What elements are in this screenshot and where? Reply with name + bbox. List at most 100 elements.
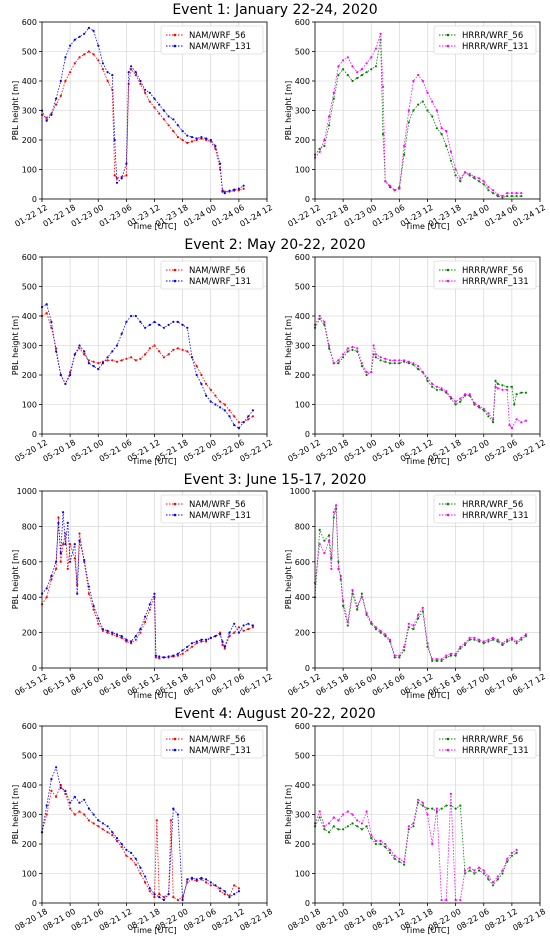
data-point [167,323,170,326]
data-point [223,647,226,650]
data-point [113,174,116,177]
legend-marker [173,33,177,37]
data-point [393,189,396,192]
data-point [233,415,236,418]
data-point [176,347,179,350]
y-tick-label: 0 [32,430,37,439]
data-point [482,869,485,872]
data-point [328,539,331,542]
data-point [328,831,331,834]
data-point [468,638,471,641]
data-point [398,857,401,860]
data-point [473,869,476,872]
data-point [318,150,321,153]
y-tick-label: 200 [295,136,310,145]
data-point [337,362,340,365]
data-point [186,326,189,329]
data-point [97,44,100,47]
y-axis-label: PBL height [m] [284,316,293,375]
y-tick-label: 400 [22,781,37,790]
data-point [148,347,151,350]
series-2 [40,511,254,659]
data-point [398,359,401,362]
data-point [134,638,137,641]
data-point [78,539,81,542]
data-point [515,640,518,643]
series-1 [40,50,245,193]
legend-label: NAM/WRF_56 [189,266,246,276]
data-point [496,875,499,878]
data-point [113,138,116,142]
data-point [365,71,368,74]
data-point [370,56,373,59]
data-point [374,353,377,356]
data-point [167,353,170,356]
data-point [323,138,326,142]
data-point [186,645,189,648]
data-point [524,391,528,394]
data-point [360,596,363,599]
data-point [92,822,95,825]
data-point [445,390,448,393]
data-point [370,371,373,374]
data-point [482,183,485,186]
data-point [449,150,452,153]
data-point [158,112,161,115]
data-point [76,592,79,595]
data-point [120,359,123,362]
data-point [101,828,104,831]
data-point [219,633,222,636]
legend-label: NAM/WRF_131 [189,511,251,521]
data-point [337,74,340,77]
data-point [181,652,184,655]
data-point [144,620,147,624]
data-point [342,59,345,62]
y-tick-label: 600 [295,558,310,567]
data-point [417,798,420,801]
y-tick-label: 100 [22,401,37,410]
data-point [237,427,240,430]
data-point [515,195,518,198]
data-point [134,359,137,362]
data-point [66,521,69,525]
data-point [162,118,165,121]
data-point [190,645,194,648]
data-point [360,592,363,595]
data-point [459,177,462,180]
data-point [200,638,203,641]
y-tick-label: 400 [22,77,37,86]
data-point [330,567,333,571]
data-point [237,890,240,893]
data-point [346,350,349,353]
y-tick-label: 400 [295,77,310,86]
data-point [223,192,226,195]
event-3-title: Event 3: June 15-17, 2020 [184,472,367,488]
data-point [487,638,490,641]
y-tick-label: 0 [32,664,37,673]
data-point [176,654,179,657]
legend-label: HRRR/WRF_131 [462,511,529,521]
data-point [92,608,95,611]
y-tick-label: 0 [32,899,37,908]
data-point [195,373,198,377]
data-point [62,543,65,546]
data-point [421,801,424,804]
data-point [106,825,109,828]
data-point [346,56,349,59]
data-point [323,551,326,555]
data-point [50,574,53,578]
data-point [454,898,457,902]
data-point [181,138,184,142]
data-point [403,649,406,652]
data-point [148,608,151,611]
data-point [228,189,231,192]
y-tick-label: 100 [295,401,310,410]
data-point [64,792,67,796]
data-point [445,144,448,147]
data-point [73,813,76,816]
data-point [435,127,438,130]
data-point [228,631,231,634]
data-point [59,551,62,555]
data-point [45,303,48,306]
